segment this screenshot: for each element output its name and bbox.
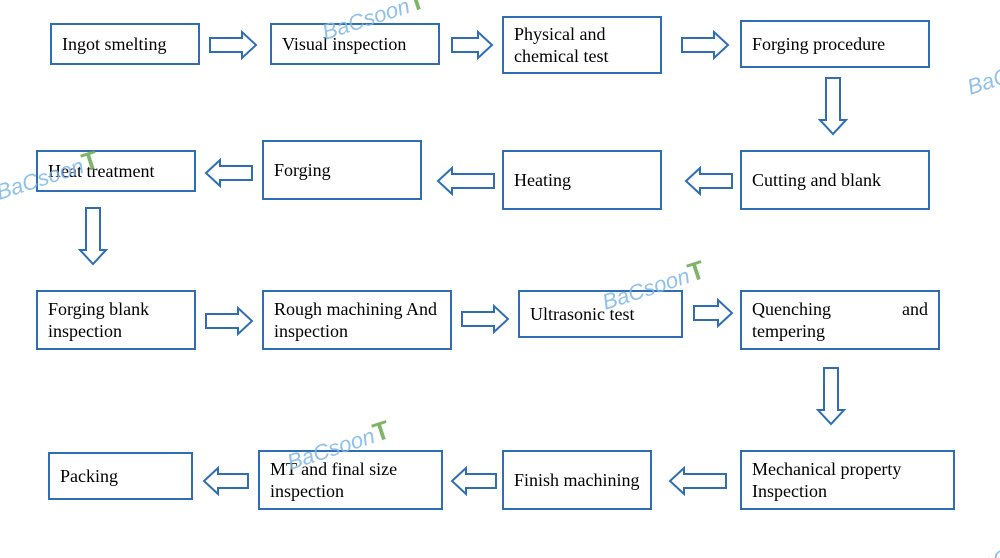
flow-node-label: MT and final size inspection [270, 458, 431, 503]
flow-arrow-down [78, 206, 108, 271]
flow-node-n11: Ultrasonic test [518, 290, 683, 338]
flow-node-label: Forging blank inspection [48, 298, 184, 343]
flow-arrow-left [202, 466, 250, 501]
flow-node-label: Ingot smelting [62, 33, 167, 56]
flow-arrow-left [450, 466, 498, 501]
flow-node-label: Cutting and blank [752, 169, 881, 192]
flow-node-label: Forging procedure [752, 33, 885, 56]
watermark: BaCsoonT [963, 39, 1000, 101]
flow-node-n16: Packing [48, 452, 193, 500]
flow-node-label: Finish machining [514, 469, 640, 492]
flow-node-label: Visual inspection [282, 33, 406, 56]
flow-arrow-right [692, 298, 734, 333]
flow-arrow-left [668, 466, 728, 501]
flow-node-n5: Cutting and blank [740, 150, 930, 210]
flow-node-n1: Ingot smelting [50, 23, 200, 65]
flow-arrow-down [818, 76, 848, 141]
flow-node-n3: Physical and chemical test [502, 16, 662, 74]
flow-node-n9: Forging blank inspection [36, 290, 196, 350]
flow-arrow-right [680, 30, 730, 65]
flow-node-label: Heating [514, 169, 571, 192]
flow-arrow-left [436, 166, 496, 201]
flow-arrow-left [204, 158, 254, 193]
flow-node-label: Forging [274, 159, 331, 182]
flow-arrow-left [684, 166, 734, 201]
flow-node-label: Packing [60, 465, 118, 488]
flow-node-n6: Heating [502, 150, 662, 210]
flow-arrow-right [204, 306, 254, 341]
flow-node-label: Quenching and tempering [752, 298, 928, 343]
flow-node-n13: Mechanical property Inspection [740, 450, 955, 510]
flow-node-n12: Quenching and tempering [740, 290, 940, 350]
flow-node-n8: Heat treatment [36, 150, 196, 192]
flow-node-label: Rough machining And inspection [274, 298, 440, 343]
flow-node-label: Physical and chemical test [514, 23, 650, 68]
flow-node-label: Ultrasonic test [530, 303, 634, 326]
flow-node-n7: Forging [262, 140, 422, 200]
flow-arrow-right [460, 304, 510, 339]
flow-node-n4: Forging procedure [740, 20, 930, 68]
flow-arrow-right [450, 30, 494, 65]
flow-node-n15: MT and final size inspection [258, 450, 443, 510]
watermark: BaCsoonT [963, 520, 1000, 558]
flow-node-label: Heat treatment [48, 160, 154, 183]
flow-node-n10: Rough machining And inspection [262, 290, 452, 350]
flow-arrow-down [816, 366, 846, 431]
flow-arrow-right [208, 30, 258, 65]
flow-node-n2: Visual inspection [270, 23, 440, 65]
flow-node-label: Mechanical property Inspection [752, 458, 943, 503]
flow-node-n14: Finish machining [502, 450, 652, 510]
